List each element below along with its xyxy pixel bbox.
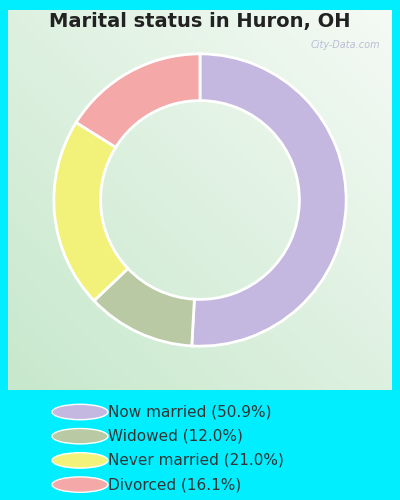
Text: Never married (21.0%): Never married (21.0%) (108, 453, 284, 468)
Text: Now married (50.9%): Now married (50.9%) (108, 404, 272, 419)
Circle shape (52, 404, 108, 419)
Wedge shape (76, 54, 200, 148)
Text: Widowed (12.0%): Widowed (12.0%) (108, 428, 243, 444)
Text: City-Data.com: City-Data.com (311, 40, 380, 50)
Wedge shape (54, 122, 128, 300)
Circle shape (52, 452, 108, 468)
Text: Divorced (16.1%): Divorced (16.1%) (108, 477, 241, 492)
Wedge shape (192, 54, 346, 346)
Circle shape (52, 477, 108, 492)
Circle shape (52, 428, 108, 444)
Text: Marital status in Huron, OH: Marital status in Huron, OH (49, 12, 351, 32)
Wedge shape (94, 268, 194, 346)
